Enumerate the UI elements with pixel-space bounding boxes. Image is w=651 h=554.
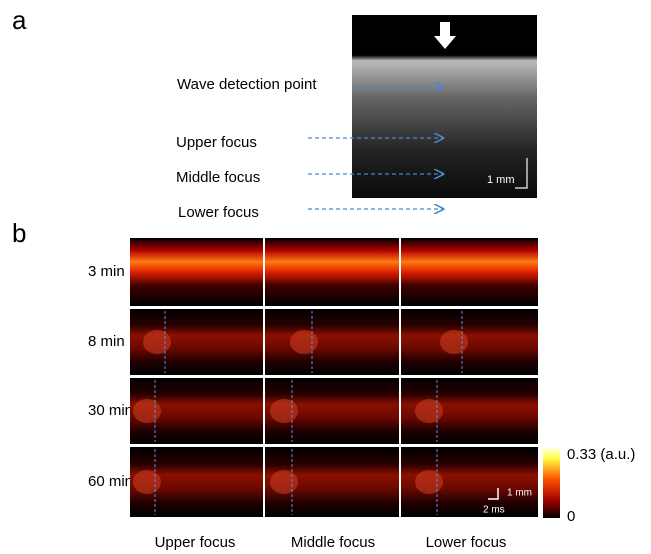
heatmap-cell: [265, 309, 399, 375]
panel-label: a: [12, 5, 27, 35]
column-label: Middle focus: [291, 534, 375, 551]
colorbar-label: 0.33 (a.u.): [567, 446, 635, 463]
colorbar: [543, 448, 560, 518]
signal-blob: [415, 399, 443, 423]
figure: a Wave detection point Upper focus Middle f…: [0, 0, 651, 554]
row-label: 60 min: [88, 473, 133, 490]
annotation: Middle focus: [176, 169, 260, 186]
column-label: Lower focus: [426, 534, 507, 551]
annotation: Lower focus: [178, 204, 259, 221]
row-label: 30 min: [88, 402, 133, 419]
signal-blob: [290, 330, 318, 354]
heatmap-cell: [401, 238, 538, 306]
signal-blob: [440, 330, 468, 354]
heatmap-cell: [401, 309, 538, 375]
colorbar-label: 0: [567, 508, 575, 525]
signal-blob: [415, 470, 443, 494]
scale-label: 1 mm: [487, 174, 515, 186]
scale-label: 2 ms: [483, 505, 505, 516]
column-label: Upper focus: [155, 534, 236, 551]
scale-label: 1 mm: [507, 488, 532, 499]
annotation: Upper focus: [176, 134, 257, 151]
panel-label: b: [12, 218, 26, 248]
heatmap-cell: [130, 238, 263, 306]
annotation: Wave detection point: [177, 76, 317, 93]
row-label: 3 min: [88, 263, 125, 280]
row-label: 8 min: [88, 333, 125, 350]
signal-blob: [143, 330, 171, 354]
heatmap-cell: [265, 238, 399, 306]
signal-blob: [133, 399, 161, 423]
signal-blob: [270, 399, 298, 423]
signal-blob: [133, 470, 161, 494]
signal-blob: [270, 470, 298, 494]
